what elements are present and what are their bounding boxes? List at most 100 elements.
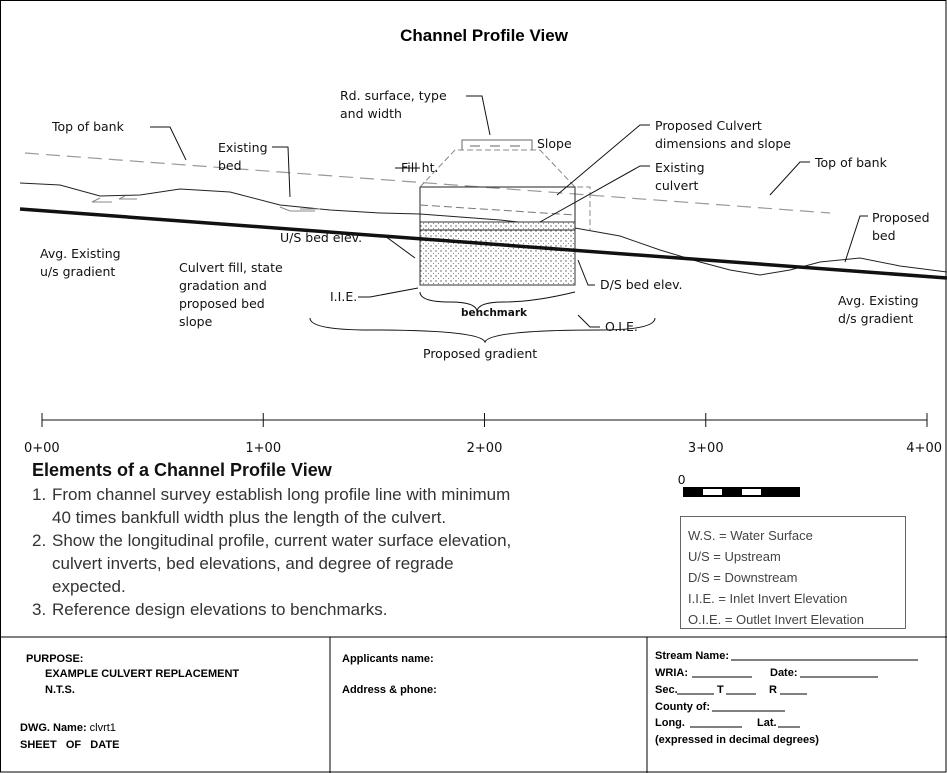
leader <box>577 259 595 286</box>
text-line: O.I.E. <box>605 319 638 334</box>
legend-entry: W.S. = Water Surface <box>688 528 813 543</box>
text-line: Top of bank <box>814 155 888 170</box>
stream-field: Long. <box>655 717 685 729</box>
text-line: Top of bank <box>51 119 125 134</box>
existing-culvert <box>419 204 576 216</box>
item-text: From channel survey establish long profi… <box>52 485 510 527</box>
stream-field: Sec. <box>655 684 678 696</box>
stream-field: Lat. <box>757 717 777 729</box>
item-number: 1. <box>32 485 46 504</box>
text-line: u/s gradient <box>40 264 115 279</box>
scale-bar <box>683 487 800 497</box>
text-line: Culvert fill, state <box>179 260 283 275</box>
text-line: Fill ht. <box>401 160 438 175</box>
gradient-line <box>19 207 947 280</box>
text-line: Existing <box>218 140 268 155</box>
text-line: proposed bed <box>179 296 265 311</box>
culvert-fill <box>419 221 576 286</box>
callout-label: Avg. Existing u/s gradient <box>40 246 121 279</box>
top-of-bank-line <box>24 152 831 214</box>
purpose-text: EXAMPLE CULVERT REPLACEMENT N.T.S. <box>45 668 239 696</box>
applicant-name: Applicants name: <box>342 653 434 665</box>
sheet-label: SHEET OF DATE <box>20 739 119 751</box>
callout-label: D/S bed elev. <box>600 277 683 292</box>
leader <box>150 126 187 161</box>
callout-label: O.I.E. <box>605 319 638 334</box>
text-line: Avg. Existing <box>838 293 919 308</box>
text-line: I.I.E. <box>330 289 357 304</box>
station-label: 0+00 <box>24 441 60 456</box>
stream-field: Date: <box>770 667 798 679</box>
scale-label: 0 <box>678 472 685 487</box>
leader <box>577 314 600 328</box>
text-line: Proposed gradient <box>423 346 537 361</box>
callout-label: Slope <box>537 136 572 151</box>
leader <box>769 161 810 196</box>
callout-label: Existing culvert <box>655 160 705 193</box>
text-line: d/s gradient <box>838 311 913 326</box>
stream-field: R <box>769 684 777 696</box>
stream-field: Stream Name: <box>655 650 729 662</box>
text-line: Show the longitudinal profile, current w… <box>52 531 511 550</box>
purpose-heading: PURPOSE: <box>26 653 83 665</box>
legend-box <box>680 516 906 629</box>
text-line: bed <box>872 228 896 243</box>
text-line: Rd. surface, type <box>340 88 447 103</box>
legend-entry: U/S = Upstream <box>688 549 781 564</box>
text-line: Proposed Culvert <box>655 118 762 133</box>
leader <box>358 287 419 298</box>
leader <box>466 95 491 136</box>
callout-label: Top of bank <box>814 155 888 170</box>
stream-field: County of: <box>655 701 710 713</box>
applicant-address: Address & phone: <box>342 684 437 696</box>
text-line: expected. <box>52 577 126 596</box>
legend-entry: I.I.E. = Inlet Invert Elevation <box>688 591 847 606</box>
dwg-name: DWG. Name: clvrt1 <box>20 722 116 734</box>
road-surface <box>461 139 533 150</box>
dwg-value: clvrt1 <box>90 722 116 734</box>
text-line: 40 times bankfull width plus the length … <box>52 508 446 527</box>
item-number: 3. <box>32 600 46 619</box>
callout-label: U/S bed elev. <box>280 230 362 245</box>
text-line: Proposed <box>872 210 930 225</box>
item-number: 2. <box>32 531 46 550</box>
culvert-brace <box>419 291 576 313</box>
text-line: slope <box>179 314 213 329</box>
station-label: 2+00 <box>467 441 503 456</box>
text-line: Reference design elevations to benchmark… <box>52 600 387 619</box>
text-line: bed <box>218 158 242 173</box>
callout-label: benchmark <box>461 307 528 319</box>
callout-label: Fill ht. <box>401 160 438 175</box>
elements-heading: Elements of a Channel Profile View <box>32 460 333 480</box>
station-label: 3+00 <box>688 441 724 456</box>
callout-label: Top of bank <box>51 119 125 134</box>
text-line: gradation and <box>179 278 267 293</box>
station-label: 1+00 <box>245 441 281 456</box>
legend-entry: D/S = Downstream <box>688 570 797 585</box>
text-line: U/S bed elev. <box>280 230 362 245</box>
leader <box>539 165 650 223</box>
callout-label: Existing bed <box>218 140 268 173</box>
stream-field: T <box>717 684 724 696</box>
text-line: benchmark <box>461 307 528 319</box>
text-line: culvert inverts, bed elevations, and deg… <box>52 554 454 573</box>
text-line: Avg. Existing <box>40 246 121 261</box>
bed-hatch <box>91 195 320 212</box>
gradient-brace <box>309 317 656 344</box>
scale-bar-segment <box>742 489 761 495</box>
leader <box>375 235 416 259</box>
station-label: 4+00 <box>906 441 942 456</box>
text-line: culvert <box>655 178 698 193</box>
dwg-label: DWG. Name: <box>20 722 87 734</box>
item-text: Show the longitudinal profile, current w… <box>52 531 511 596</box>
callout-label: Proposed Culvert dimensions and slope <box>655 118 791 151</box>
text-line: D/S bed elev. <box>600 277 683 292</box>
item-text: Reference design elevations to benchmark… <box>52 600 387 619</box>
title: Channel Profile View <box>400 26 569 45</box>
profile-drawing <box>19 95 947 421</box>
text-line: EXAMPLE CULVERT REPLACEMENT <box>45 668 239 680</box>
callout-label: Rd. surface, type and width <box>340 88 447 121</box>
callout-label: Proposed bed <box>872 210 930 243</box>
